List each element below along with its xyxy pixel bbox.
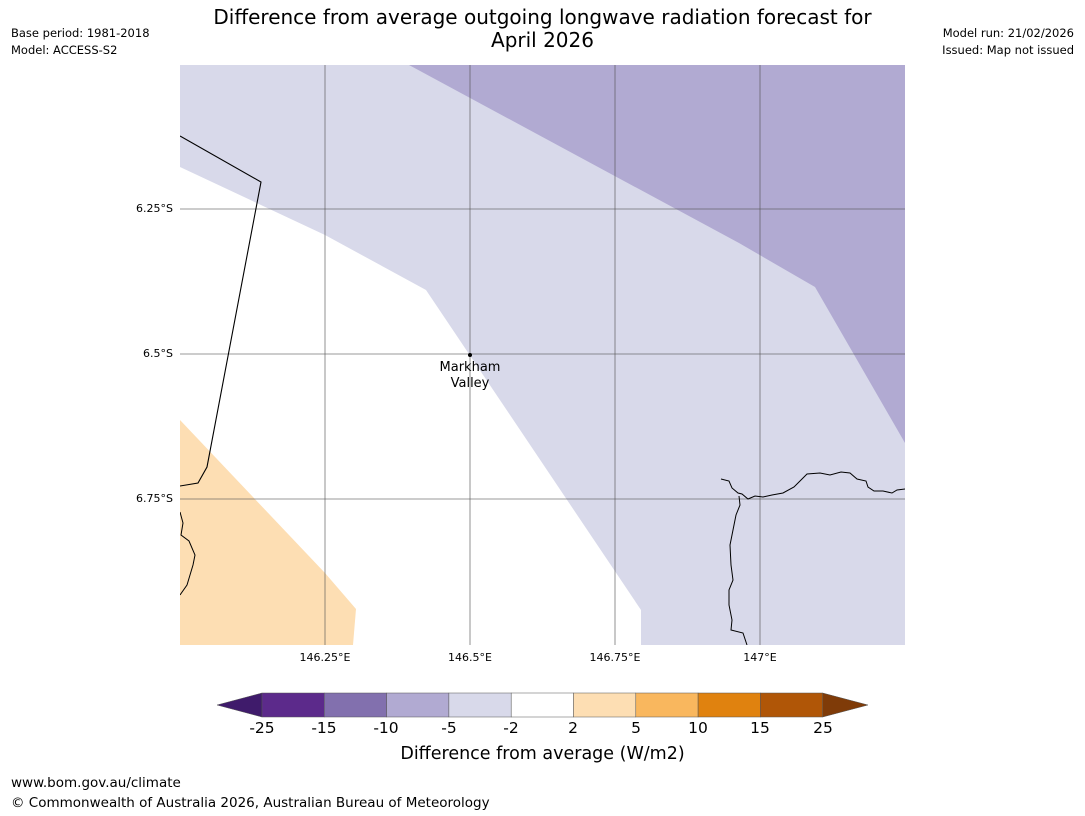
model-run: Model run: 21/02/2026: [942, 26, 1074, 40]
colorbar-segment: [573, 692, 637, 718]
colorbar-arrow-min: [216, 692, 263, 718]
colorbar-segment: [697, 692, 761, 718]
lat-label-6-25: 6.25°S: [136, 202, 173, 215]
place-label-line-1: Markham: [439, 360, 501, 375]
colorbar-tick: 15: [750, 719, 770, 737]
colorbar-tick: 5: [631, 719, 641, 737]
coastline-east: [720, 471, 905, 500]
colorbar-tick: -15: [311, 719, 337, 737]
model-name: Model: ACCESS-S2: [11, 43, 118, 57]
colorbar-tick: 25: [813, 719, 833, 737]
forecast-map[interactable]: [180, 65, 905, 645]
title-line-2: April 2026: [491, 28, 594, 52]
colorbar-segment: [448, 692, 512, 718]
colorbar-tick: 10: [688, 719, 708, 737]
footer-copyright: © Commonwealth of Australia 2026, Austra…: [11, 795, 490, 811]
colorbar-segment: [324, 692, 387, 718]
page-title: Difference from average outgoing longwav…: [0, 6, 1085, 52]
coastline-west: [180, 511, 196, 596]
lat-label-6-75: 6.75°S: [136, 492, 173, 505]
place-label-markham-valley: Markham Valley: [410, 360, 530, 392]
colorbar-segment: [386, 692, 450, 718]
lon-label-146-75: 146.75°E: [589, 651, 641, 664]
colorbar-segment: [510, 692, 574, 718]
footer-url[interactable]: www.bom.gov.au/climate: [11, 775, 181, 791]
colorbar-segment: [635, 692, 699, 718]
colorbar: [216, 692, 869, 718]
lon-label-147: 147°E: [743, 651, 777, 664]
lon-label-146-25: 146.25°E: [299, 651, 351, 664]
colorbar-tick: -2: [503, 719, 519, 737]
colorbar-tick: 2: [568, 719, 578, 737]
place-label-line-2: Valley: [450, 376, 490, 391]
colorbar-arrow-max: [822, 692, 869, 718]
markham-valley-marker[interactable]: [468, 353, 472, 357]
region-strong-negative: [409, 65, 905, 443]
region-weak-positive: [180, 420, 356, 645]
colorbar-title: Difference from average (W/m2): [400, 744, 685, 764]
colorbar-tick: -10: [373, 719, 399, 737]
river-line: [728, 495, 748, 645]
base-period: Base period: 1981-2018: [11, 26, 150, 40]
colorbar-tick: -25: [249, 719, 275, 737]
colorbar-segment: [261, 692, 325, 718]
lon-label-146-5: 146.5°E: [448, 651, 492, 664]
lat-label-6-5: 6.5°S: [143, 347, 173, 360]
colorbar-segment: [760, 692, 823, 718]
title-line-1: Difference from average outgoing longwav…: [213, 5, 872, 29]
province-boundary: [180, 135, 262, 487]
issued-status: Issued: Map not issued: [942, 43, 1074, 57]
colorbar-tick: -5: [441, 719, 457, 737]
